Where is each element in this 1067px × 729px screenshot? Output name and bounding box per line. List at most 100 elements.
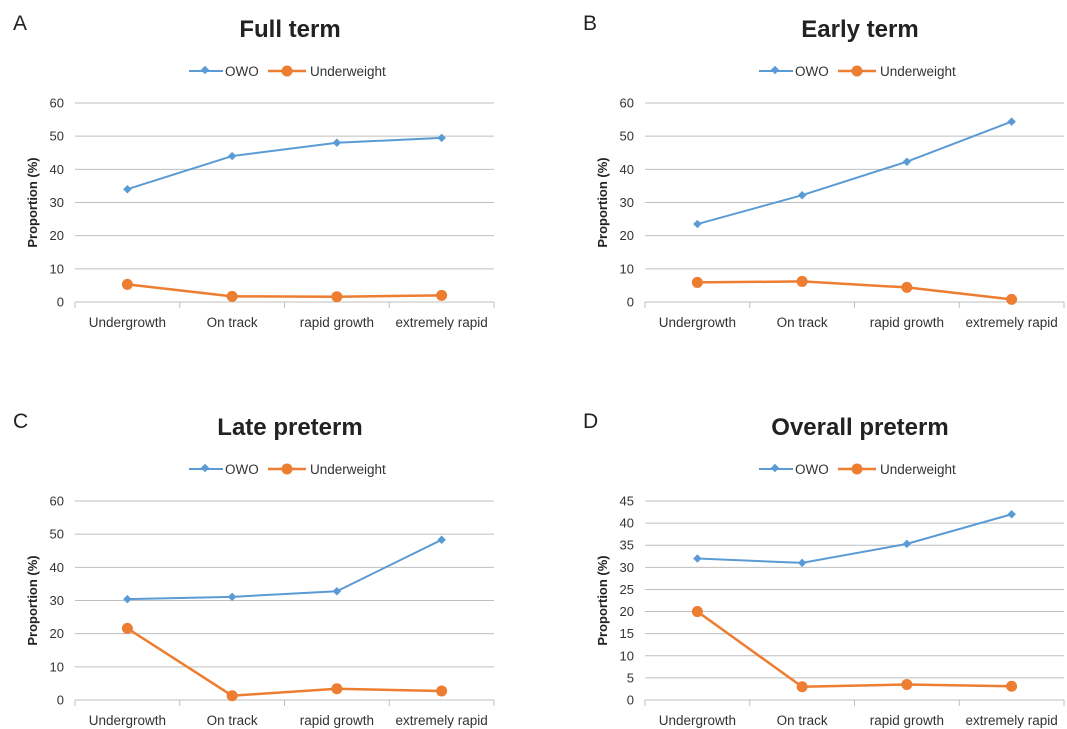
y-tick-label: 60: [620, 96, 634, 111]
y-axis-label: Proportion (%): [25, 157, 40, 247]
y-tick-label: 30: [50, 593, 64, 608]
x-tick-label: On track: [207, 713, 258, 728]
legend-underweight-marker: [281, 463, 293, 475]
x-tick-label: rapid growth: [300, 713, 374, 728]
y-tick-label: 15: [620, 626, 634, 641]
legend-underweight-marker: [851, 463, 863, 475]
data-point-owo: [332, 138, 342, 148]
chart-panel-c: C Late preterm OWO Underweight 0 10 20 30 40 50 60…: [13, 410, 495, 728]
y-tick-label: 10: [620, 648, 634, 663]
y-tick-label: 40: [620, 516, 634, 531]
y-tick-label: 0: [57, 295, 64, 310]
y-tick-label: 50: [50, 527, 64, 542]
data-point-owo: [227, 592, 237, 602]
data-point-underweight: [691, 606, 703, 618]
y-tick-label: 25: [620, 582, 634, 597]
legend-underweight-label: Underweight: [310, 462, 386, 477]
series-line-underweight: [126, 627, 442, 697]
x-tick-label: Undergrowth: [89, 713, 166, 728]
data-point-underweight: [226, 290, 238, 302]
x-tick-label: Undergrowth: [659, 713, 736, 728]
data-point-underweight: [796, 681, 808, 693]
data-point-underweight: [1006, 680, 1018, 692]
data-point-underweight: [691, 276, 703, 288]
data-point-underweight: [121, 278, 133, 290]
data-point-owo: [693, 554, 702, 563]
chart-title: Overall preterm: [771, 414, 948, 441]
chart-panel-a: A Full term OWO Underweight 0 10 20 30 40 50 60 Und…: [13, 12, 495, 330]
x-tick-label: rapid growth: [300, 315, 374, 330]
x-tick-label: extremely rapid: [395, 713, 487, 728]
series-line-owo: [697, 513, 1012, 564]
legend-owo-marker: [770, 463, 780, 473]
x-tick-label: On track: [777, 713, 828, 728]
y-tick-label: 45: [620, 494, 634, 509]
y-tick-label: 50: [50, 129, 64, 144]
data-point-underweight: [436, 685, 448, 697]
legend: OWO Underweight: [189, 462, 386, 477]
y-tick-label: 50: [620, 129, 634, 144]
legend-owo-label: OWO: [225, 64, 259, 79]
legend-underweight-marker: [851, 65, 863, 77]
y-axis-label: Proportion (%): [595, 555, 610, 645]
legend-owo-marker: [200, 463, 210, 473]
series-line-underweight: [696, 610, 1012, 688]
series-line-owo: [127, 538, 443, 601]
y-tick-label: 40: [620, 162, 634, 177]
legend-owo-label: OWO: [795, 64, 829, 79]
y-tick-label: 0: [627, 295, 634, 310]
legend-underweight-label: Underweight: [310, 64, 386, 79]
y-tick-label: 30: [50, 195, 64, 210]
y-tick-label: 30: [620, 560, 634, 575]
chart-title: Late preterm: [217, 414, 362, 441]
x-tick-label: On track: [207, 315, 258, 330]
series-line-underweight: [697, 280, 1012, 301]
y-tick-label: 30: [620, 195, 634, 210]
panel-letter: C: [13, 410, 28, 433]
data-point-owo: [437, 133, 446, 143]
data-point-owo: [437, 535, 446, 545]
chart-title: Full term: [239, 16, 340, 43]
legend-owo-label: OWO: [795, 462, 829, 477]
y-tick-label: 60: [50, 96, 64, 111]
chart-panel-d: D Overall preterm OWO Underweight 0 5 10 15 20 25…: [583, 410, 1065, 728]
x-tick-label: Undergrowth: [659, 315, 736, 330]
panel-letter: D: [583, 410, 598, 433]
chart-panel-b: B Early term OWO Underweight 0 10 20 30 40 50 60 Un…: [583, 12, 1065, 330]
legend-underweight-label: Underweight: [880, 462, 956, 477]
series-line-owo: [127, 136, 442, 191]
x-tick-label: rapid growth: [870, 315, 944, 330]
data-point-owo: [797, 190, 807, 200]
data-point-owo: [797, 558, 807, 568]
data-point-owo: [227, 151, 237, 161]
legend: OWO Underweight: [759, 462, 956, 477]
y-tick-label: 20: [50, 228, 64, 243]
y-tick-label: 20: [50, 626, 64, 641]
x-tick-label: rapid growth: [870, 713, 944, 728]
y-tick-label: 60: [50, 494, 64, 509]
y-tick-label: 10: [620, 261, 634, 276]
data-point-owo: [1007, 117, 1016, 126]
data-point-owo: [902, 157, 912, 166]
x-tick-label: extremely rapid: [965, 713, 1057, 728]
legend: OWO Underweight: [759, 64, 956, 79]
y-tick-label: 0: [57, 693, 64, 708]
legend-underweight-marker: [281, 65, 293, 77]
x-tick-label: Undergrowth: [89, 315, 166, 330]
data-point-underweight: [901, 281, 913, 293]
data-point-owo: [123, 184, 132, 194]
series-line-underweight: [127, 283, 442, 298]
chart-title: Early term: [801, 16, 918, 43]
y-tick-label: 0: [627, 693, 634, 708]
legend-owo-label: OWO: [225, 462, 259, 477]
panel-letter: A: [13, 12, 27, 35]
data-point-owo: [123, 594, 132, 604]
data-point-underweight: [436, 289, 448, 301]
data-point-underweight: [331, 683, 343, 695]
y-axis-label: Proportion (%): [25, 555, 40, 645]
data-point-owo: [1007, 510, 1016, 519]
legend: OWO Underweight: [189, 64, 386, 79]
data-point-underweight: [226, 690, 238, 702]
data-point-owo: [902, 539, 912, 549]
